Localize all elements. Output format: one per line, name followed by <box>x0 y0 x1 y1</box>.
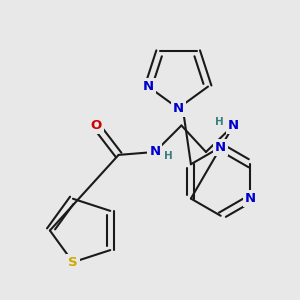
Text: N: N <box>215 141 226 154</box>
Text: N: N <box>172 102 184 115</box>
Text: O: O <box>90 119 102 132</box>
Text: N: N <box>245 192 256 205</box>
Text: H: H <box>215 116 224 127</box>
Text: N: N <box>149 146 161 158</box>
Text: H: H <box>164 151 173 161</box>
Text: S: S <box>68 256 78 269</box>
Text: N: N <box>143 80 154 93</box>
Text: N: N <box>228 119 239 132</box>
